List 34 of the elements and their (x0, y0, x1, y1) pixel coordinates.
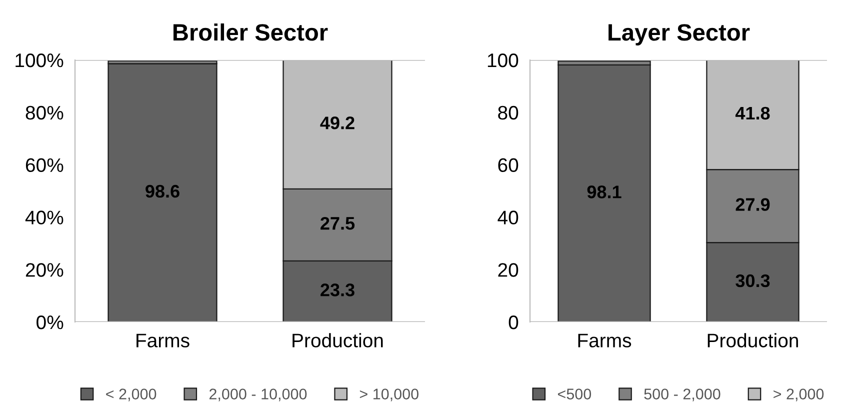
data-label: 27.5 (320, 216, 355, 230)
y-tick-label: 40 (498, 210, 518, 224)
bar (558, 64, 651, 322)
y-tick-label: 60% (26, 158, 64, 172)
y-tick-label: 20% (26, 263, 64, 277)
legend-label: > 10,000 (360, 388, 418, 402)
y-tick-label: 100% (16, 53, 64, 68)
y-tick-label: 20 (498, 263, 518, 277)
legend-label: 2,000 - 10,000 (209, 388, 307, 402)
x-tick-label: Production (292, 333, 383, 348)
data-label: 30.3 (736, 274, 770, 288)
y-tick-label: 60 (498, 158, 518, 172)
data-label: 49.2 (320, 116, 354, 130)
data-label: 98.6 (146, 184, 180, 198)
y-tick-label: 0% (36, 315, 64, 330)
y-tick-label: 0 (508, 315, 518, 330)
bar (108, 63, 218, 322)
legend-label: 500 - 2,000 (644, 388, 720, 402)
y-tick-label: 80% (26, 106, 64, 120)
x-tick-label: Production (708, 333, 798, 348)
y-tick-label: 40% (25, 210, 64, 224)
x-tick-label: Farms (578, 334, 632, 348)
data-label: 98.1 (587, 186, 622, 198)
y-tick-label: 100 (488, 53, 518, 68)
chart-title: Broiler Sector (174, 23, 328, 41)
legend-label: <500 (558, 388, 592, 400)
legend-label: > 2,000 (774, 388, 824, 402)
data-label: 27.9 (736, 198, 770, 211)
y-tick-label: 80 (498, 106, 518, 120)
x-tick-label: Farms (136, 334, 190, 348)
chart-title: Layer Sector (608, 24, 750, 46)
data-label: 41.8 (735, 106, 770, 120)
legend-label: < 2,000 (106, 388, 156, 402)
data-label: 23.3 (320, 284, 354, 296)
